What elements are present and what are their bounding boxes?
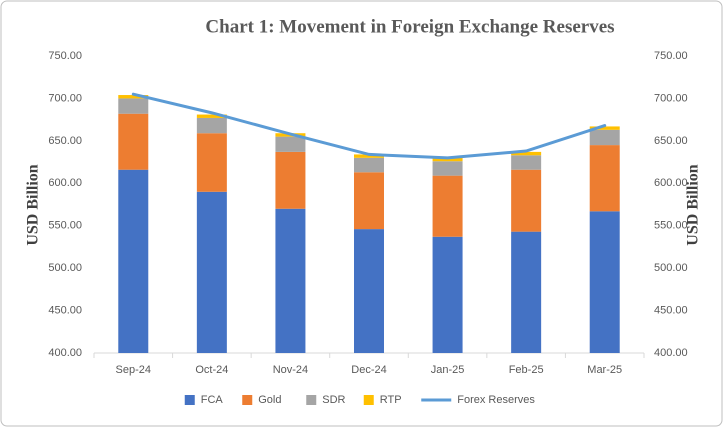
y2-tick-label: 400.00	[654, 347, 688, 359]
bar-segment	[511, 231, 542, 353]
y-tick-label: 750.00	[48, 50, 82, 62]
bar-segment	[118, 95, 149, 99]
bar-segment	[589, 126, 620, 130]
bar-segment	[196, 117, 227, 134]
bar-segment	[432, 175, 463, 237]
bar-segment	[432, 157, 463, 162]
x-tick-label: Sep-24	[116, 364, 151, 376]
bar-segment	[354, 229, 384, 353]
legend-label: RTP	[380, 394, 402, 406]
bar-segment	[354, 154, 384, 158]
legend-label: SDR	[322, 394, 345, 406]
y-tick-label: 450.00	[48, 304, 82, 316]
bar-segment	[511, 169, 542, 232]
bar-segment	[511, 155, 542, 170]
x-tick-label: Mar-25	[587, 364, 622, 376]
x-tick-label: Jan-25	[431, 364, 465, 376]
y-axis-label: USD Billion	[25, 164, 42, 245]
bar-segment	[196, 191, 227, 353]
bar-segment	[589, 129, 620, 146]
y2-tick-label: 600.00	[654, 177, 688, 189]
y-tick-label: 600.00	[48, 177, 82, 189]
y2-axis-label: USD Billion	[685, 164, 702, 245]
y2-tick-label: 450.00	[654, 304, 688, 316]
legend-label: Forex Reserves	[457, 394, 535, 406]
bar-segment	[589, 145, 620, 212]
bar-segment	[118, 98, 149, 114]
y-tick-label: 500.00	[48, 262, 82, 274]
legend-swatch	[184, 395, 195, 405]
bar-segment	[354, 157, 384, 173]
line-series	[131, 92, 607, 160]
bar-segment	[118, 113, 149, 170]
bar-segment	[275, 151, 306, 209]
y2-tick-label: 500.00	[654, 262, 688, 274]
y-tick-label: 400.00	[48, 347, 82, 359]
y-tick-label: 650.00	[48, 135, 82, 147]
x-tick-label: Oct-24	[195, 364, 228, 376]
bar-segment	[432, 161, 463, 176]
y2-tick-label: 550.00	[654, 220, 688, 232]
bar-segment	[118, 169, 149, 353]
chart-title: Chart 1: Movement in Foreign Exchange Re…	[205, 16, 614, 37]
y2-tick-label: 750.00	[654, 50, 688, 62]
bar-segment	[589, 211, 620, 353]
legend-swatch	[363, 395, 374, 405]
legend-label: Gold	[258, 394, 281, 406]
bar-segment	[196, 133, 227, 192]
legend-swatch	[242, 395, 253, 405]
bar-segment	[275, 208, 306, 353]
bar-segment	[196, 114, 227, 118]
y2-tick-label: 650.00	[654, 135, 688, 147]
x-tick-label: Dec-24	[351, 364, 386, 376]
y-tick-label: 550.00	[48, 220, 82, 232]
x-tick-label: Feb-25	[509, 364, 544, 376]
bar-segment	[511, 151, 542, 156]
legend-label: FCA	[201, 394, 224, 406]
bar-segment	[432, 236, 463, 353]
bar-segment	[354, 172, 384, 230]
legend-swatch	[306, 395, 317, 405]
bar-segment	[275, 136, 306, 152]
y-tick-label: 700.00	[48, 92, 82, 104]
x-tick-label: Nov-24	[273, 364, 308, 376]
y2-tick-label: 700.00	[654, 92, 688, 104]
